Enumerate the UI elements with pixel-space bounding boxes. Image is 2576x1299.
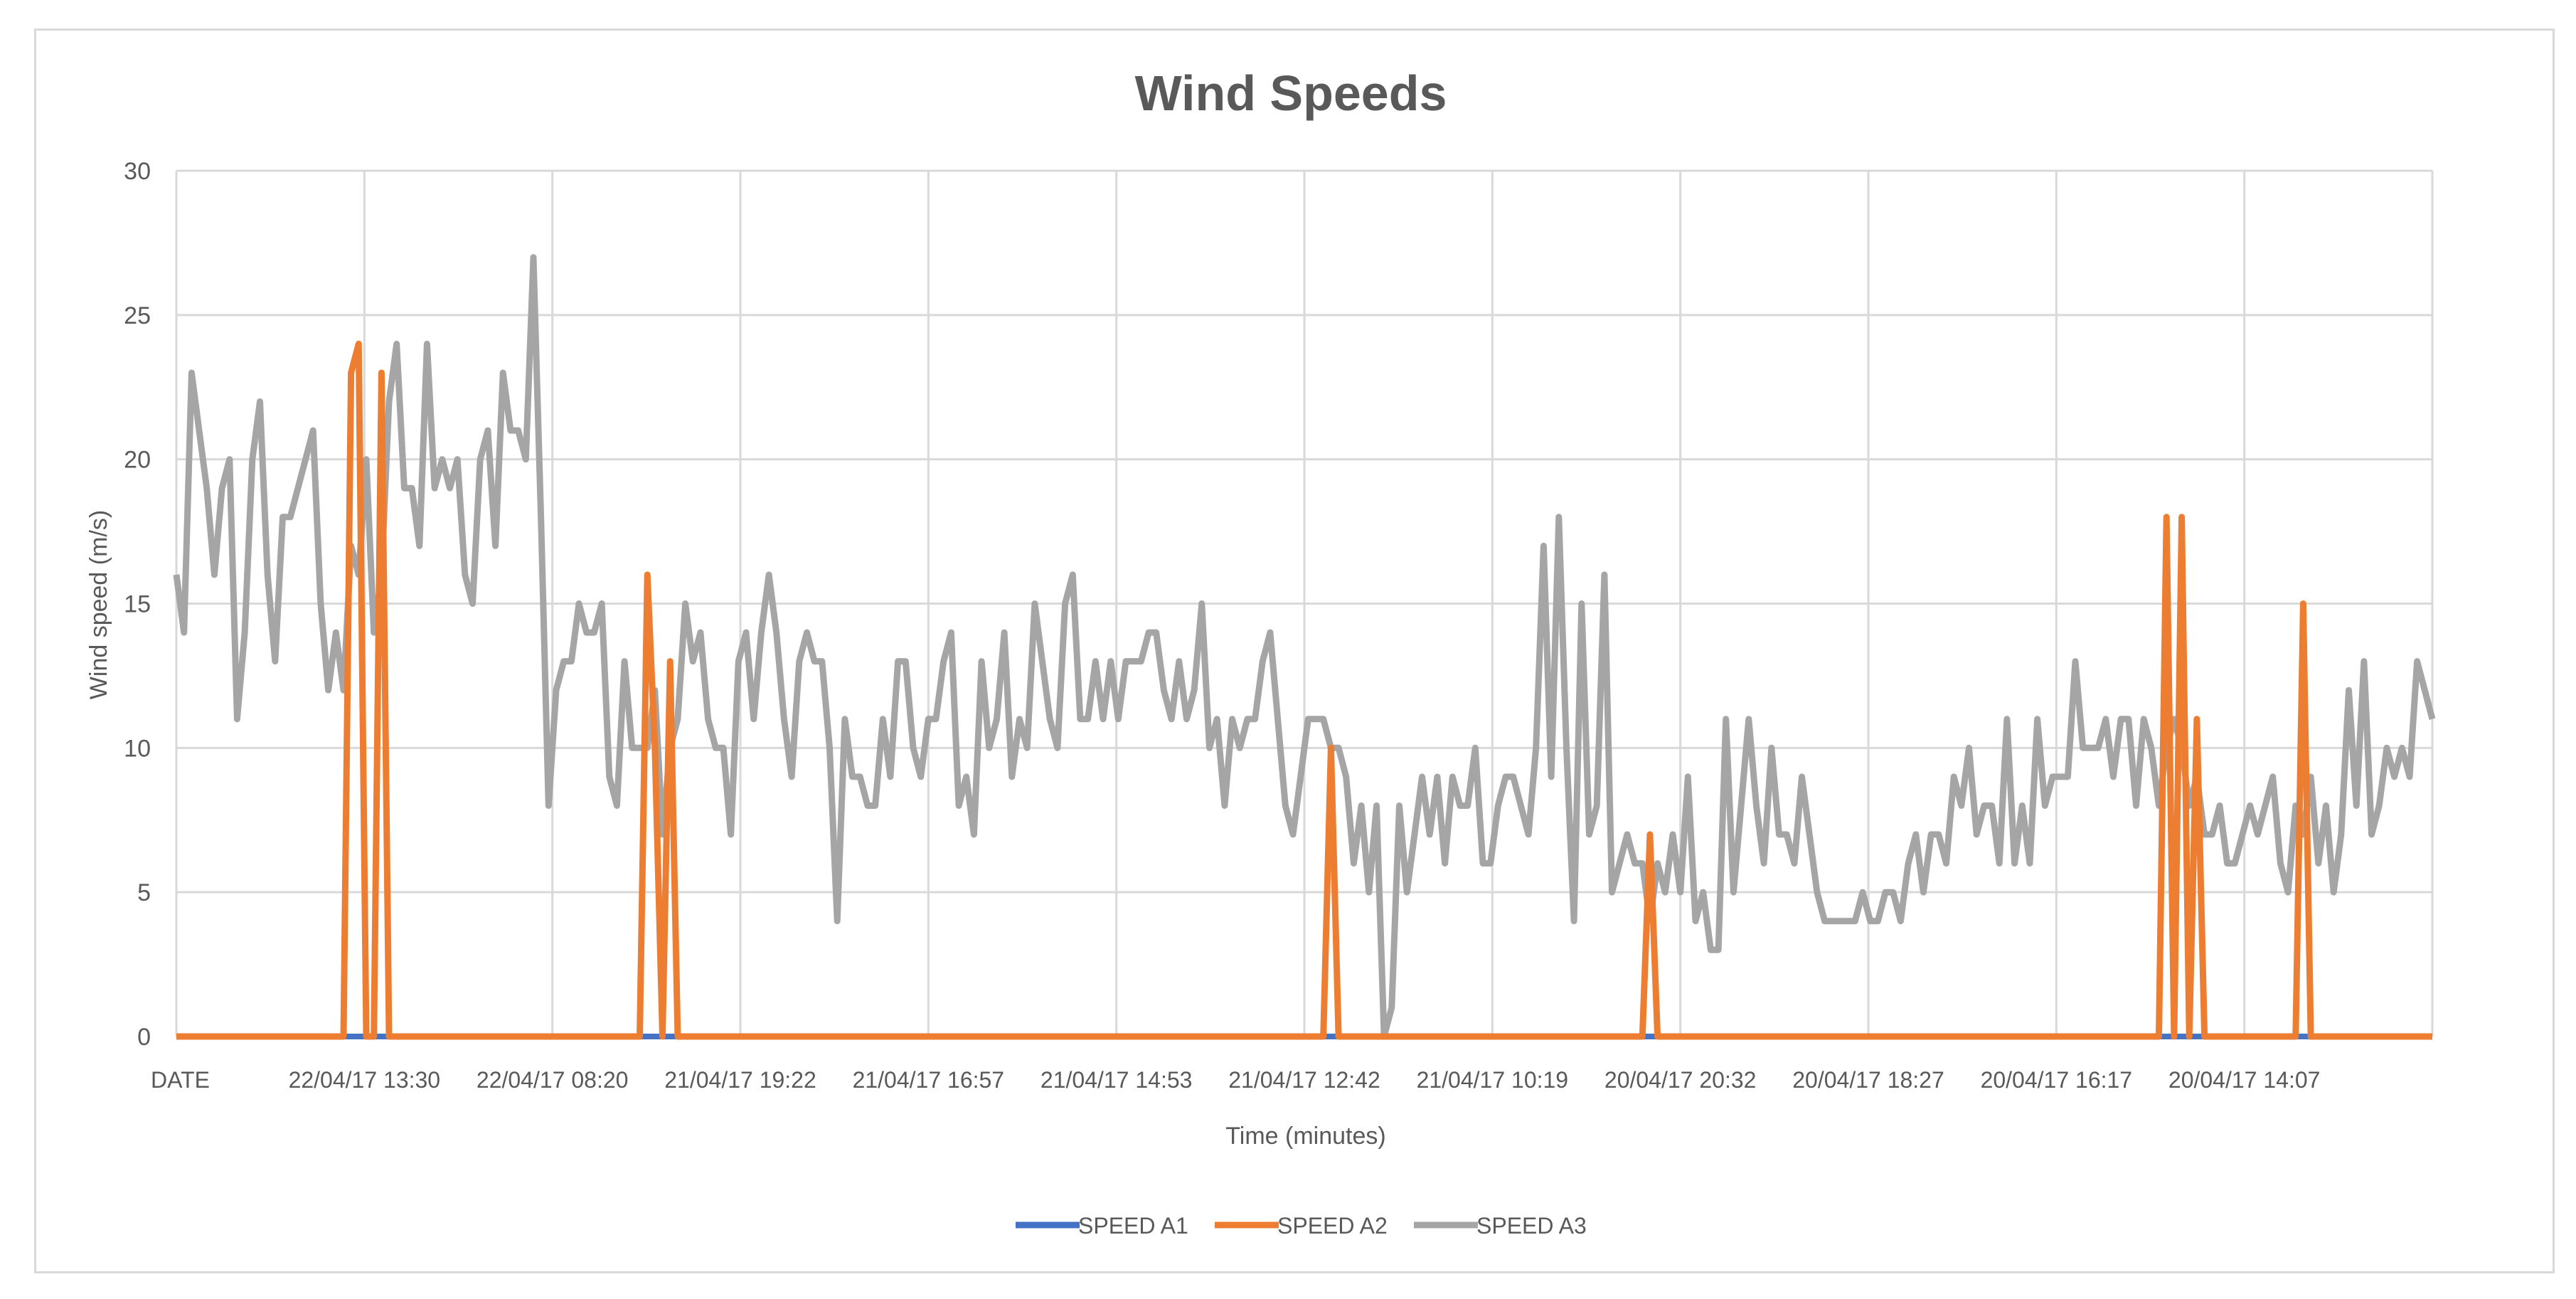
series-layer: [173, 254, 2436, 1040]
y-tick-label: 20: [124, 447, 151, 474]
chart-frame: [34, 28, 2555, 1273]
x-axis-title: Time (minutes): [1225, 1123, 1385, 1150]
y-tick-label: 0: [137, 1024, 151, 1051]
x-tick-label: 20/04/17 14:07: [2168, 1067, 2321, 1093]
legend-label: SPEED A2: [1277, 1213, 1388, 1239]
y-tick-label: 15: [124, 591, 151, 618]
x-tick-label: 21/04/17 12:42: [1228, 1067, 1380, 1093]
y-tick-label: 10: [124, 735, 151, 762]
y-tick-label: 30: [124, 158, 151, 185]
legend: SPEED A1 SPEED A2 SPEED A3: [1016, 1213, 1587, 1239]
series-speed-a3-line: [173, 254, 2436, 1040]
legend-label: SPEED A1: [1078, 1213, 1188, 1239]
x-tick-label: 21/04/17 10:19: [1417, 1067, 1569, 1093]
x-tick-label: 20/04/17 18:27: [1792, 1067, 1944, 1093]
chart-title: Wind Speeds: [1135, 65, 1447, 121]
x-tick-label: DATE: [151, 1067, 210, 1093]
x-tick-label: 22/04/17 13:30: [289, 1067, 441, 1093]
label-layer: 0 5 10 15 20 25 30 DATE 22/04/17 13:30 22/04/17 0…: [124, 158, 2320, 1093]
series-speed-a2-line: [176, 340, 2432, 1040]
y-axis-title: Wind speed (m/s): [85, 510, 112, 699]
y-tick-label: 25: [124, 302, 151, 329]
x-tick-label: 22/04/17 08:20: [477, 1067, 629, 1093]
y-tick-label: 5: [137, 879, 151, 906]
x-tick-label: 21/04/17 19:22: [664, 1067, 816, 1093]
legend-label: SPEED A3: [1476, 1213, 1587, 1239]
grid-layer: [175, 169, 2434, 1038]
x-tick-label: 21/04/17 16:57: [853, 1067, 1005, 1093]
x-tick-label: 20/04/17 16:17: [1981, 1067, 2133, 1093]
x-tick-label: 21/04/17 14:53: [1040, 1067, 1193, 1093]
x-tick-label: 20/04/17 20:32: [1604, 1067, 1757, 1093]
